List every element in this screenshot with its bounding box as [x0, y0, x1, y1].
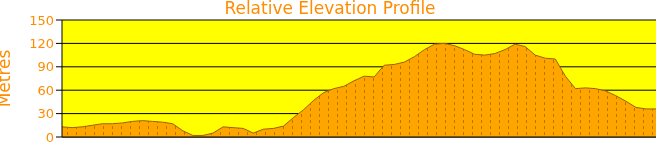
svg-text:150: 150	[29, 13, 54, 28]
svg-text:60: 60	[37, 83, 54, 98]
svg-text:120: 120	[29, 36, 54, 51]
svg-text:90: 90	[37, 59, 54, 74]
svg-text:30: 30	[37, 106, 54, 121]
svg-text:0: 0	[46, 130, 54, 145]
svg-text:Metres: Metres	[8, 50, 14, 108]
